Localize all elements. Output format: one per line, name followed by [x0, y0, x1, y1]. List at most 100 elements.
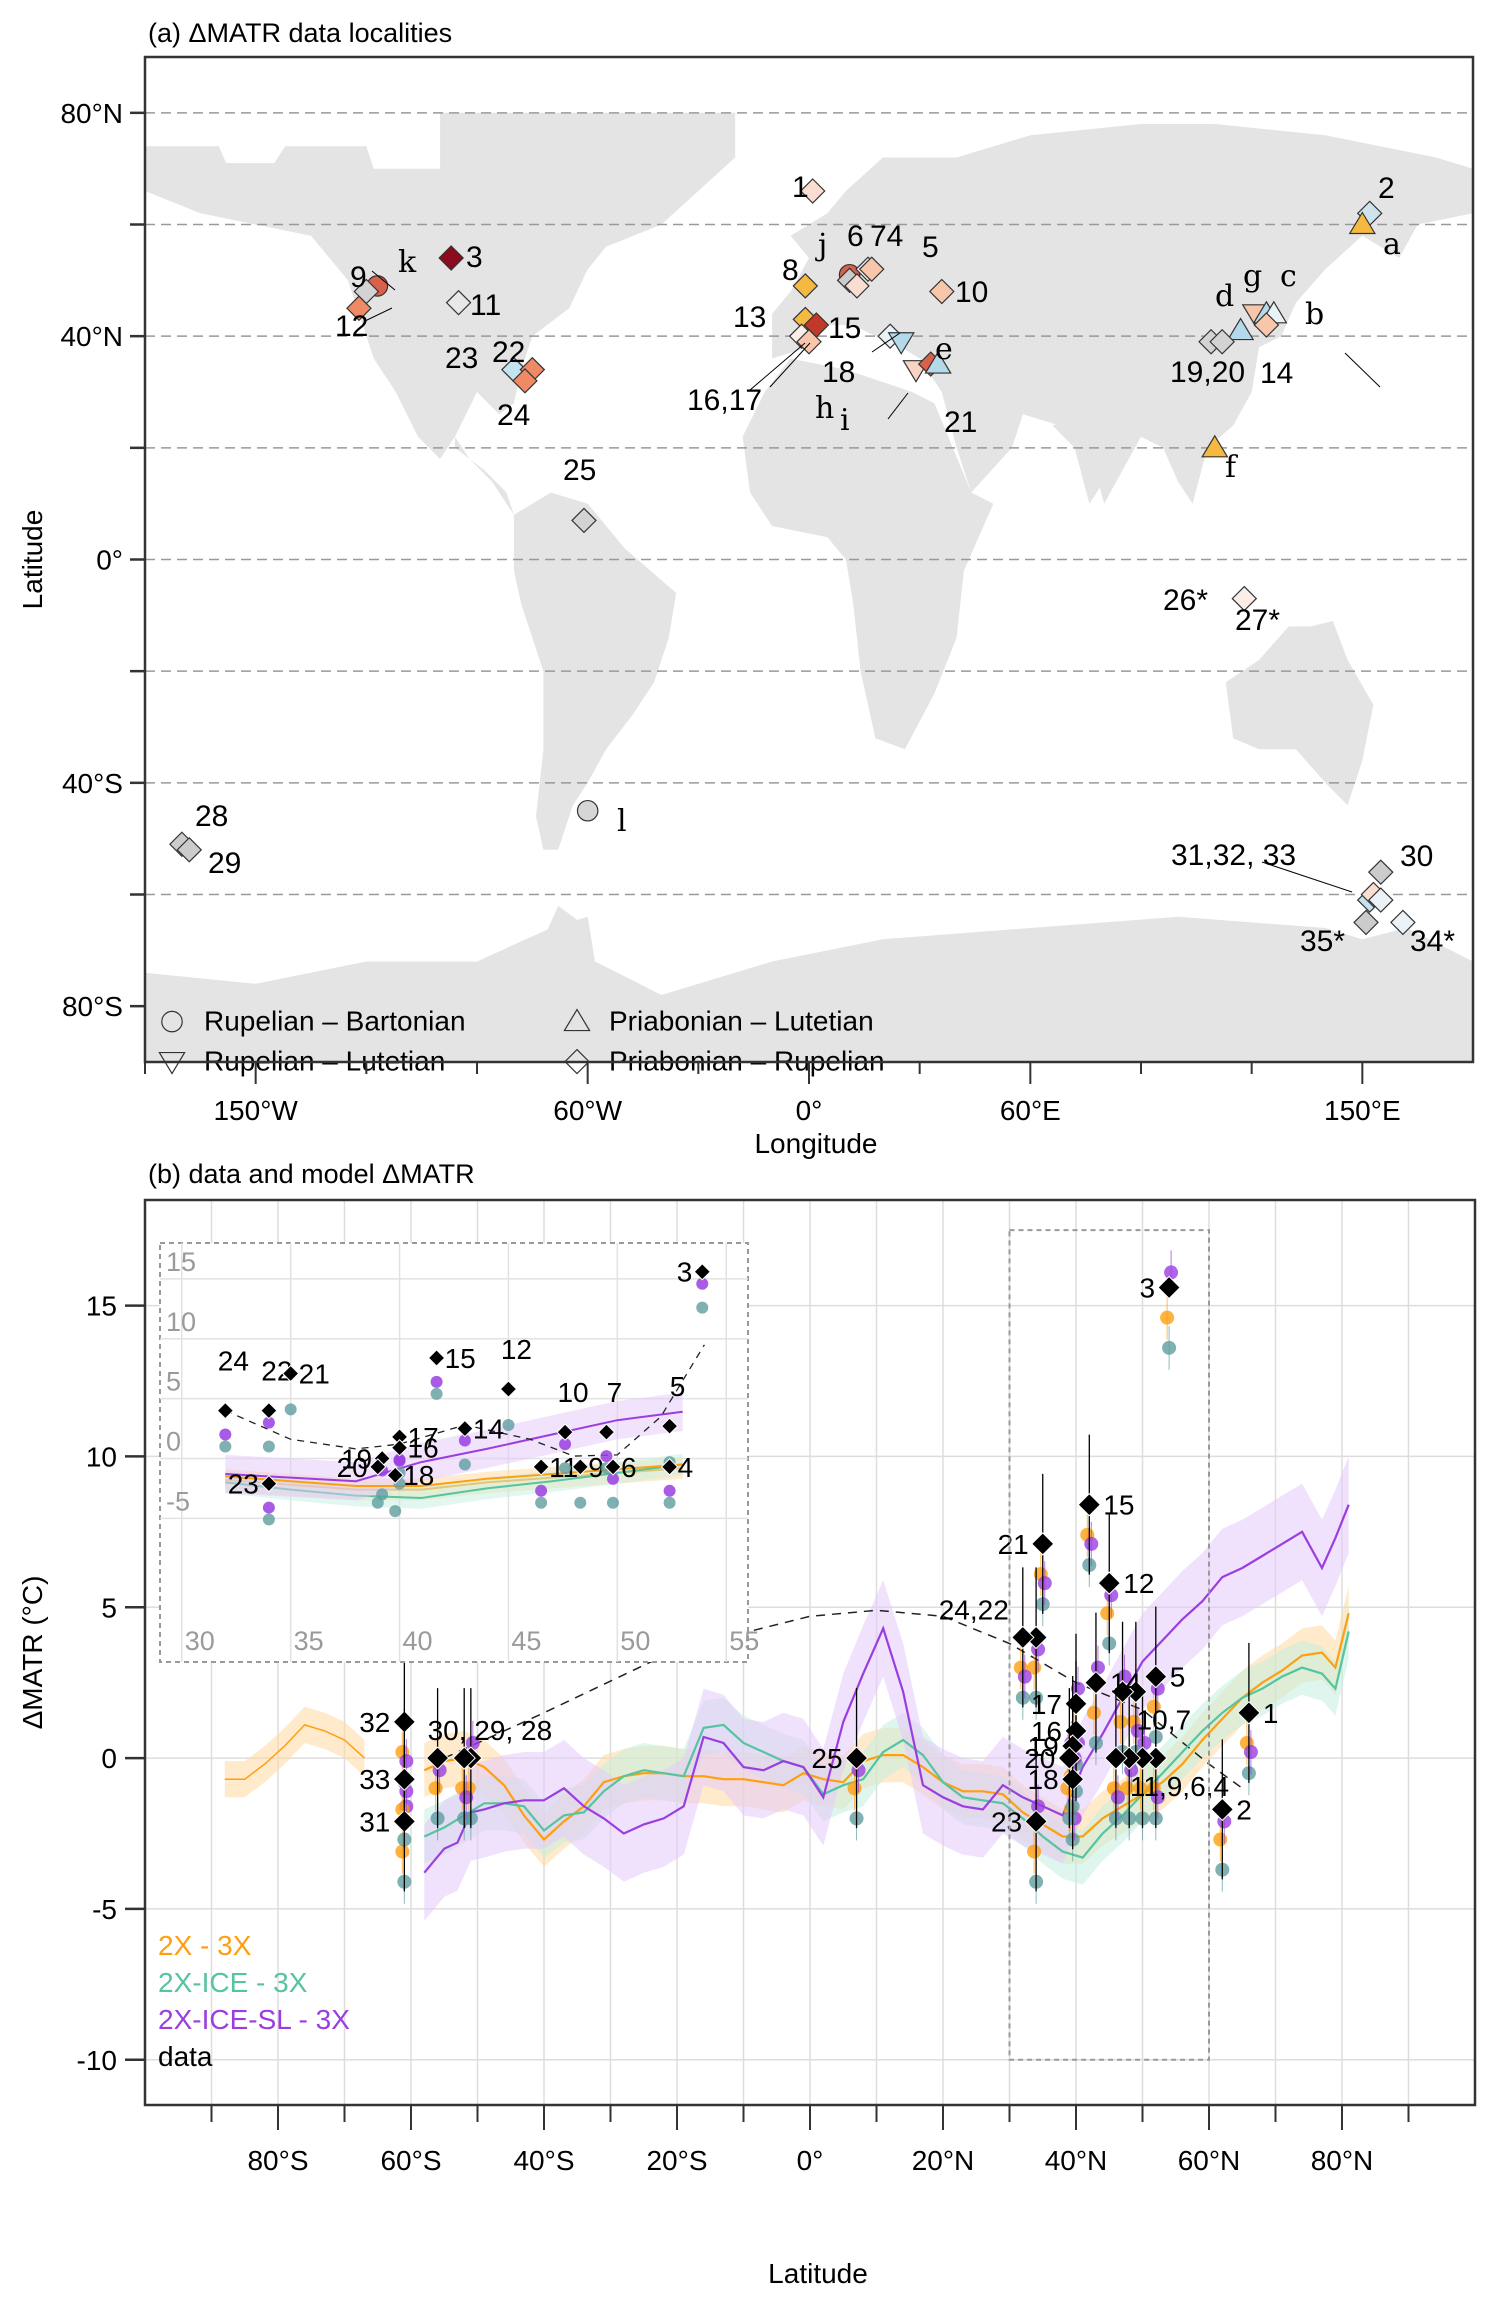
inset-data-point-9 — [571, 1458, 590, 1476]
inset-data-point-6 — [604, 1458, 622, 1476]
inset-x-tick-label: 35 — [294, 1626, 324, 1656]
y-tick-label: 40°N — [60, 321, 123, 352]
data-label: 11,9,6,4 — [1130, 1771, 1229, 1802]
land-polygon — [772, 124, 1473, 504]
leader-line — [1344, 352, 1381, 388]
y-tick-label: 40°S — [62, 768, 123, 799]
data-point-33 — [392, 1767, 417, 1791]
data-point-17 — [1064, 1692, 1088, 1716]
locality-label: 28 — [195, 800, 228, 833]
y-axis-label: Latitude — [17, 510, 48, 610]
data-point-24 — [1011, 1625, 1035, 1650]
legend-symbol-circle — [161, 1010, 183, 1033]
band-0 — [224, 1706, 365, 1798]
locality-10 — [928, 278, 955, 305]
locality-30 — [1367, 859, 1394, 886]
x-tick-label: 60°E — [1000, 1095, 1061, 1126]
data-point-5 — [1144, 1664, 1168, 1689]
data-point-23 — [1024, 1809, 1048, 1834]
locality-letter-label: l — [617, 804, 627, 839]
data-point-25 — [844, 1746, 869, 1770]
y-tick-label: 15 — [86, 1291, 117, 1322]
inset-y-tick-label: -5 — [166, 1486, 190, 1516]
inset-model-point — [284, 1403, 297, 1416]
locality-33 — [1367, 887, 1394, 913]
locality-label: 18 — [822, 356, 855, 389]
inset-model-point — [574, 1496, 587, 1509]
inset-data-point-24 — [216, 1401, 235, 1420]
inset-model-point — [430, 1387, 443, 1400]
locality-label: 74 — [870, 220, 903, 253]
locality-label: 30 — [1400, 840, 1433, 873]
locality-8 — [792, 273, 819, 299]
locality-11 — [445, 289, 472, 316]
inset-model-point — [389, 1505, 402, 1518]
x-tick-label: 20°N — [912, 2145, 975, 2176]
panel-a-map: (a) ΔMATR data localities Rupelian – Bar… — [17, 18, 1475, 1159]
locality-label: 35* — [1300, 925, 1345, 958]
inset-data-point-22 — [260, 1401, 278, 1420]
locality-letter-label: h — [815, 391, 834, 426]
model-point — [465, 1736, 480, 1750]
inset-data-point-3 — [693, 1263, 711, 1281]
data-label: 12 — [1123, 1568, 1154, 1599]
model-point — [1130, 1723, 1145, 1738]
data-label: 1 — [1263, 1698, 1279, 1729]
inset-data-label: 16 — [408, 1433, 439, 1464]
locality-letter-label: c — [1280, 259, 1297, 294]
locality-letter-label: d — [1215, 279, 1234, 314]
data-point-10 — [1110, 1680, 1135, 1704]
y-tick-label: -5 — [92, 1894, 117, 1925]
locality-label: 23 — [445, 342, 478, 375]
inset-model-point — [219, 1440, 232, 1453]
inset-band — [225, 1392, 683, 1501]
data-point-20 — [1057, 1746, 1082, 1770]
data-point-14 — [1084, 1670, 1108, 1695]
model-point — [1017, 1669, 1032, 1684]
inset-model-point — [371, 1496, 384, 1509]
fit-curve — [443, 1609, 1243, 1789]
model-point — [428, 1781, 443, 1796]
locality-label: 6 — [847, 220, 864, 253]
inset-model-point — [696, 1301, 709, 1314]
data-point-3 — [1157, 1275, 1181, 1300]
locality-26*/27* — [1231, 585, 1258, 612]
y-tick-label: -10 — [77, 2045, 117, 2076]
inset-data-label: 7 — [607, 1377, 623, 1408]
locality-label: 25 — [563, 454, 596, 487]
locality-letter-label: g — [1243, 259, 1262, 294]
panel-b-title: (b) data and model ΔMATR — [148, 1159, 475, 1189]
model-point — [1027, 1844, 1042, 1859]
locality-label: 29 — [208, 847, 241, 880]
series-line-0 — [224, 1724, 366, 1780]
data-label: 14 — [1110, 1668, 1141, 1699]
locality-label: 26* — [1163, 584, 1208, 617]
inset-model-point — [559, 1438, 572, 1451]
model-point — [1100, 1606, 1115, 1621]
x-tick-label: 60°S — [380, 2145, 441, 2176]
inset-x-tick-label: 50 — [620, 1626, 650, 1656]
land-polygon — [742, 358, 994, 750]
inset-model-point — [393, 1453, 406, 1466]
inset-data-point-5 — [660, 1417, 679, 1435]
locality-24 — [512, 367, 538, 394]
locality-label: 8 — [782, 254, 799, 287]
zoom-rectangle — [1008, 1229, 1210, 2061]
locality-1 — [799, 178, 826, 204]
locality-label: 19,20 — [1170, 356, 1245, 389]
locality-d — [1226, 317, 1255, 341]
data-label: 15 — [1103, 1490, 1134, 1521]
inset-series-line — [225, 1410, 683, 1483]
x-tick-label: 150°E — [1324, 1095, 1401, 1126]
inset-model-point — [262, 1501, 275, 1514]
series-line-1 — [423, 1613, 1350, 1842]
panel-a-title: (a) ΔMATR data localities — [148, 18, 452, 48]
x-tick-label: 60°N — [1178, 2145, 1241, 2176]
inset-model-point — [559, 1462, 572, 1475]
series-legend: 2X - 3X 2X-ICE - 3X 2X-ICE-SL - 3X data — [158, 1930, 350, 2072]
legend-symbol-triangle-up — [563, 1008, 591, 1032]
locality-letter-label: i — [840, 403, 850, 438]
locality-3 — [438, 245, 465, 271]
dashed-fit — [443, 1609, 1243, 1789]
